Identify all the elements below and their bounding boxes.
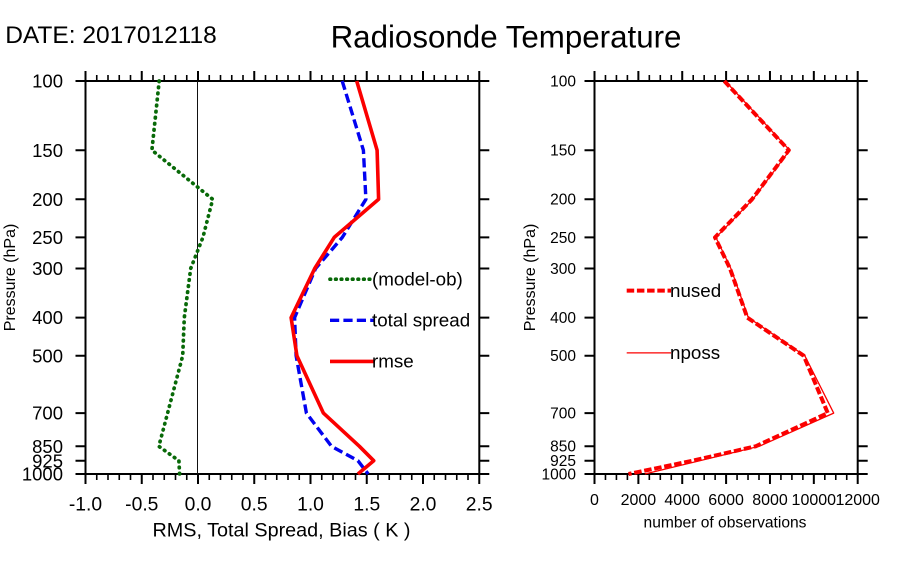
svg-text:400: 400 xyxy=(550,310,576,327)
svg-text:-1.0: -1.0 xyxy=(69,495,102,516)
svg-text:150: 150 xyxy=(32,140,63,161)
svg-text:500: 500 xyxy=(550,348,576,365)
svg-text:250: 250 xyxy=(32,227,63,248)
svg-text:4000: 4000 xyxy=(664,492,700,509)
svg-text:1.0: 1.0 xyxy=(297,495,324,516)
svg-text:0.5: 0.5 xyxy=(241,495,268,516)
svg-text:2000: 2000 xyxy=(621,492,657,509)
svg-text:0: 0 xyxy=(590,492,599,509)
svg-text:250: 250 xyxy=(550,230,576,247)
svg-text:700: 700 xyxy=(32,403,63,424)
svg-text:1000: 1000 xyxy=(542,466,577,483)
svg-text:925: 925 xyxy=(550,453,576,470)
svg-text:150: 150 xyxy=(550,143,576,160)
svg-text:100: 100 xyxy=(32,71,63,92)
svg-text:-0.5: -0.5 xyxy=(125,495,158,516)
svg-text:nused: nused xyxy=(670,280,721,301)
svg-text:500: 500 xyxy=(32,345,63,366)
svg-text:850: 850 xyxy=(32,436,63,457)
svg-text:(model-ob): (model-ob) xyxy=(372,268,463,289)
svg-text:Radiosonde Temperature: Radiosonde Temperature xyxy=(331,20,682,55)
svg-text:1.5: 1.5 xyxy=(353,495,380,516)
svg-text:Pressure (hPa): Pressure (hPa) xyxy=(2,224,19,332)
svg-text:10000: 10000 xyxy=(792,492,837,509)
svg-text:850: 850 xyxy=(550,439,576,456)
svg-text:8000: 8000 xyxy=(752,492,788,509)
svg-text:rmse: rmse xyxy=(372,351,414,372)
svg-text:300: 300 xyxy=(32,258,63,279)
svg-text:nposs: nposs xyxy=(670,342,720,363)
svg-text:6000: 6000 xyxy=(708,492,744,509)
svg-text:200: 200 xyxy=(550,192,576,209)
svg-text:DATE: 2017012118: DATE: 2017012118 xyxy=(5,22,217,49)
svg-text:100: 100 xyxy=(550,73,576,90)
svg-text:total spread: total spread xyxy=(372,310,470,331)
svg-text:number of observations: number of observations xyxy=(644,515,807,532)
svg-text:400: 400 xyxy=(32,307,63,328)
svg-text:200: 200 xyxy=(32,189,63,210)
svg-text:300: 300 xyxy=(550,261,576,278)
svg-text:Pressure (hPa): Pressure (hPa) xyxy=(522,224,539,332)
svg-text:2.0: 2.0 xyxy=(410,495,437,516)
svg-text:RMS, Total Spread, Bias ( K ): RMS, Total Spread, Bias ( K ) xyxy=(153,520,411,542)
svg-text:0.0: 0.0 xyxy=(185,495,212,516)
svg-text:925: 925 xyxy=(32,450,63,471)
svg-text:2.5: 2.5 xyxy=(466,495,493,516)
svg-text:12000: 12000 xyxy=(835,492,880,509)
svg-text:1000: 1000 xyxy=(22,464,63,485)
svg-text:700: 700 xyxy=(550,406,576,423)
